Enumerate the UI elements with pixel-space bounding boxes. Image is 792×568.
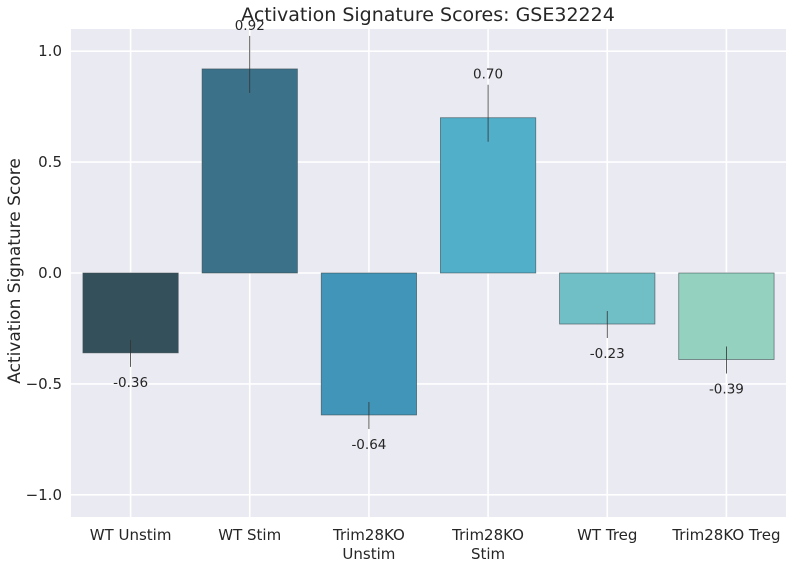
x-tick-label: Trim28KO Treg [671, 526, 780, 544]
x-tick-label: Trim28KO Stim [451, 526, 524, 563]
x-tick-label: Trim28KO Unstim [332, 526, 405, 563]
bar [440, 117, 537, 274]
x-tick-label: WT Unstim [90, 526, 172, 544]
bar-value-label: -0.64 [351, 437, 386, 453]
bar-value-label: 0.92 [235, 18, 265, 34]
bar-value-label: 0.70 [473, 67, 503, 83]
y-axis-ticks: −1.0 −0.5 0.0 0.5 1.0 [26, 42, 62, 504]
bars [82, 68, 775, 416]
x-tick-label: WT Stim [218, 526, 281, 544]
bar [201, 68, 298, 274]
x-tick-label: WT Treg [577, 526, 637, 544]
bar-value-label: -0.36 [113, 375, 148, 391]
bar-value-label: -0.23 [590, 346, 625, 362]
bar [82, 272, 179, 354]
y-tick-label: 1.0 [38, 42, 62, 60]
y-tick-label: −1.0 [26, 486, 62, 504]
chart-title: Activation Signature Scores: GSE32224 [241, 4, 615, 26]
bar [678, 272, 775, 360]
bar [320, 272, 417, 416]
x-axis-ticks: WT Unstim WT Stim Trim28KO Unstim Trim28KO St… [90, 526, 781, 563]
y-axis-label: Activation Signature Score [5, 158, 25, 384]
y-tick-label: 0.0 [38, 264, 62, 282]
y-tick-label: 0.5 [38, 153, 62, 171]
data-labels: -0.36 0.92 -0.64 0.70 -0.23 -0.39 [113, 18, 744, 453]
bar-value-label: -0.39 [709, 382, 744, 398]
y-tick-label: −0.5 [26, 375, 62, 393]
